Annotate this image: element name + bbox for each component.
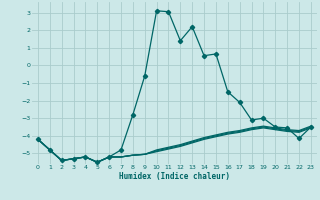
X-axis label: Humidex (Indice chaleur): Humidex (Indice chaleur) xyxy=(119,172,230,181)
